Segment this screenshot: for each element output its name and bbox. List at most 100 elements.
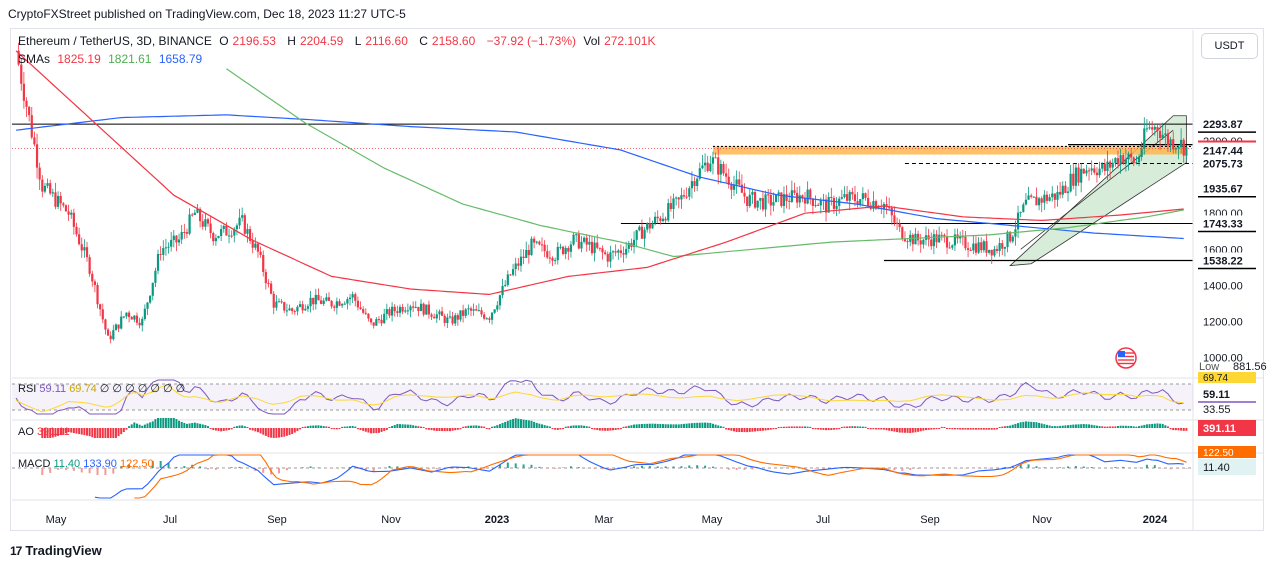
- ao-bar: [880, 428, 883, 430]
- macd-hist-bar: [112, 468, 115, 474]
- macd-hist-bar: [120, 466, 123, 468]
- ao-bar: [264, 428, 267, 436]
- candle-body: [606, 254, 609, 262]
- candle-body: [872, 201, 875, 209]
- candle-body: [664, 218, 667, 221]
- ao-bar: [291, 428, 294, 434]
- candle-body: [448, 316, 452, 318]
- macd-hist-badge: [1198, 459, 1256, 475]
- ao-bar: [985, 428, 988, 430]
- candle-body: [1037, 198, 1041, 206]
- candle-body: [96, 285, 99, 305]
- candle-body: [22, 83, 25, 101]
- ao-bar: [283, 428, 286, 437]
- macd-hist-bar: [72, 468, 75, 471]
- candle-body: [75, 226, 78, 235]
- ao-bar: [1077, 424, 1080, 428]
- macd-hist-bar: [719, 468, 722, 469]
- ao-bar: [825, 428, 828, 431]
- ohlc-close: C 2158.60: [419, 34, 479, 48]
- chart-frame[interactable]: [10, 28, 1264, 531]
- ao-bar: [709, 422, 712, 428]
- macd-hist-bar: [514, 463, 517, 468]
- macd-legend[interactable]: MACD 11.40 133.90 122.50: [18, 458, 154, 470]
- candle-body: [993, 249, 996, 256]
- ao-bar: [385, 428, 388, 430]
- ao-bar: [1174, 428, 1177, 431]
- candle-body: [288, 308, 291, 311]
- price-badge-4: 1935.67: [1203, 184, 1243, 196]
- macd-hist-bar: [893, 468, 896, 471]
- macd-hist-bar: [199, 466, 202, 468]
- candle-body: [149, 295, 152, 303]
- ao-bar: [541, 424, 544, 428]
- candle-body: [748, 194, 751, 207]
- candle-body: [717, 157, 720, 175]
- ao-bar: [201, 424, 204, 428]
- macd-hist-bar: [435, 468, 438, 470]
- candle-body: [1087, 170, 1091, 172]
- macd-hist-bar: [64, 468, 67, 470]
- ao-bar: [793, 426, 796, 428]
- ao-bar: [396, 423, 399, 428]
- ao-bar: [909, 428, 912, 433]
- ao-bar: [359, 428, 362, 431]
- ao-legend[interactable]: AO 391.11: [18, 426, 70, 438]
- ao-bar: [948, 428, 951, 430]
- sma-header[interactable]: SMAs 1825.19 1821.61 1658.79: [18, 52, 206, 66]
- candle-body: [640, 226, 644, 239]
- ao-bar: [625, 426, 628, 428]
- candle-body: [1016, 212, 1020, 230]
- candle-body: [388, 309, 391, 316]
- currency-button[interactable]: USDT: [1201, 33, 1258, 59]
- ao-bar: [488, 428, 491, 430]
- tradingview-logo[interactable]: 17 TradingView: [10, 543, 102, 558]
- candle-body: [1072, 173, 1075, 186]
- ao-bar: [517, 418, 520, 428]
- candle-body: [767, 194, 770, 196]
- candle-body: [898, 223, 901, 228]
- candle-body: [906, 241, 909, 243]
- ao-bar: [882, 428, 885, 430]
- macd-hist-bar: [49, 468, 52, 473]
- rsi-legend[interactable]: RSI 59.11 69.74 ∅ ∅ ∅ ∅ ∅ ∅ ∅: [18, 382, 185, 395]
- candle-body: [1043, 194, 1046, 203]
- ao-bar: [814, 428, 817, 430]
- ao-bar: [903, 428, 906, 433]
- candle-body: [430, 314, 433, 317]
- ao-bar: [683, 423, 686, 428]
- macd-hist-bar: [1185, 468, 1188, 469]
- candle-body: [472, 309, 475, 311]
- macd-hist-bar: [633, 466, 636, 468]
- macd-hist-bar: [151, 461, 154, 468]
- ao-bar: [1159, 423, 1162, 428]
- candle-body: [314, 294, 317, 305]
- ao-bar: [1127, 425, 1130, 428]
- candle-body: [372, 322, 375, 326]
- ao-bar: [338, 428, 341, 430]
- change-value: −37.92 (−1.73%): [486, 34, 577, 48]
- ao-bar: [706, 422, 709, 428]
- candle-body: [264, 271, 267, 284]
- ao-bar: [867, 428, 870, 430]
- candle-body: [1140, 148, 1143, 157]
- macd-hist-bar: [1082, 466, 1085, 468]
- candle-body: [911, 234, 914, 245]
- candle-body: [901, 227, 904, 240]
- price-badge-bg-2: [1198, 142, 1256, 159]
- candle-body: [130, 317, 133, 320]
- ao-bar: [191, 423, 194, 428]
- candle-body: [1085, 170, 1088, 174]
- ao-bar: [112, 428, 115, 438]
- candle-body: [517, 263, 520, 266]
- ao-bar: [438, 428, 441, 432]
- candle-body: [709, 163, 712, 171]
- ao-bar: [772, 428, 775, 430]
- symbol-name[interactable]: Ethereum / TetherUS, 3D, BINANCE: [18, 34, 212, 48]
- candle-body: [535, 241, 538, 243]
- ao-value-bg: [1198, 420, 1256, 436]
- candle-body: [225, 225, 228, 236]
- candle-body: [1011, 236, 1014, 242]
- ao-bar: [530, 420, 533, 428]
